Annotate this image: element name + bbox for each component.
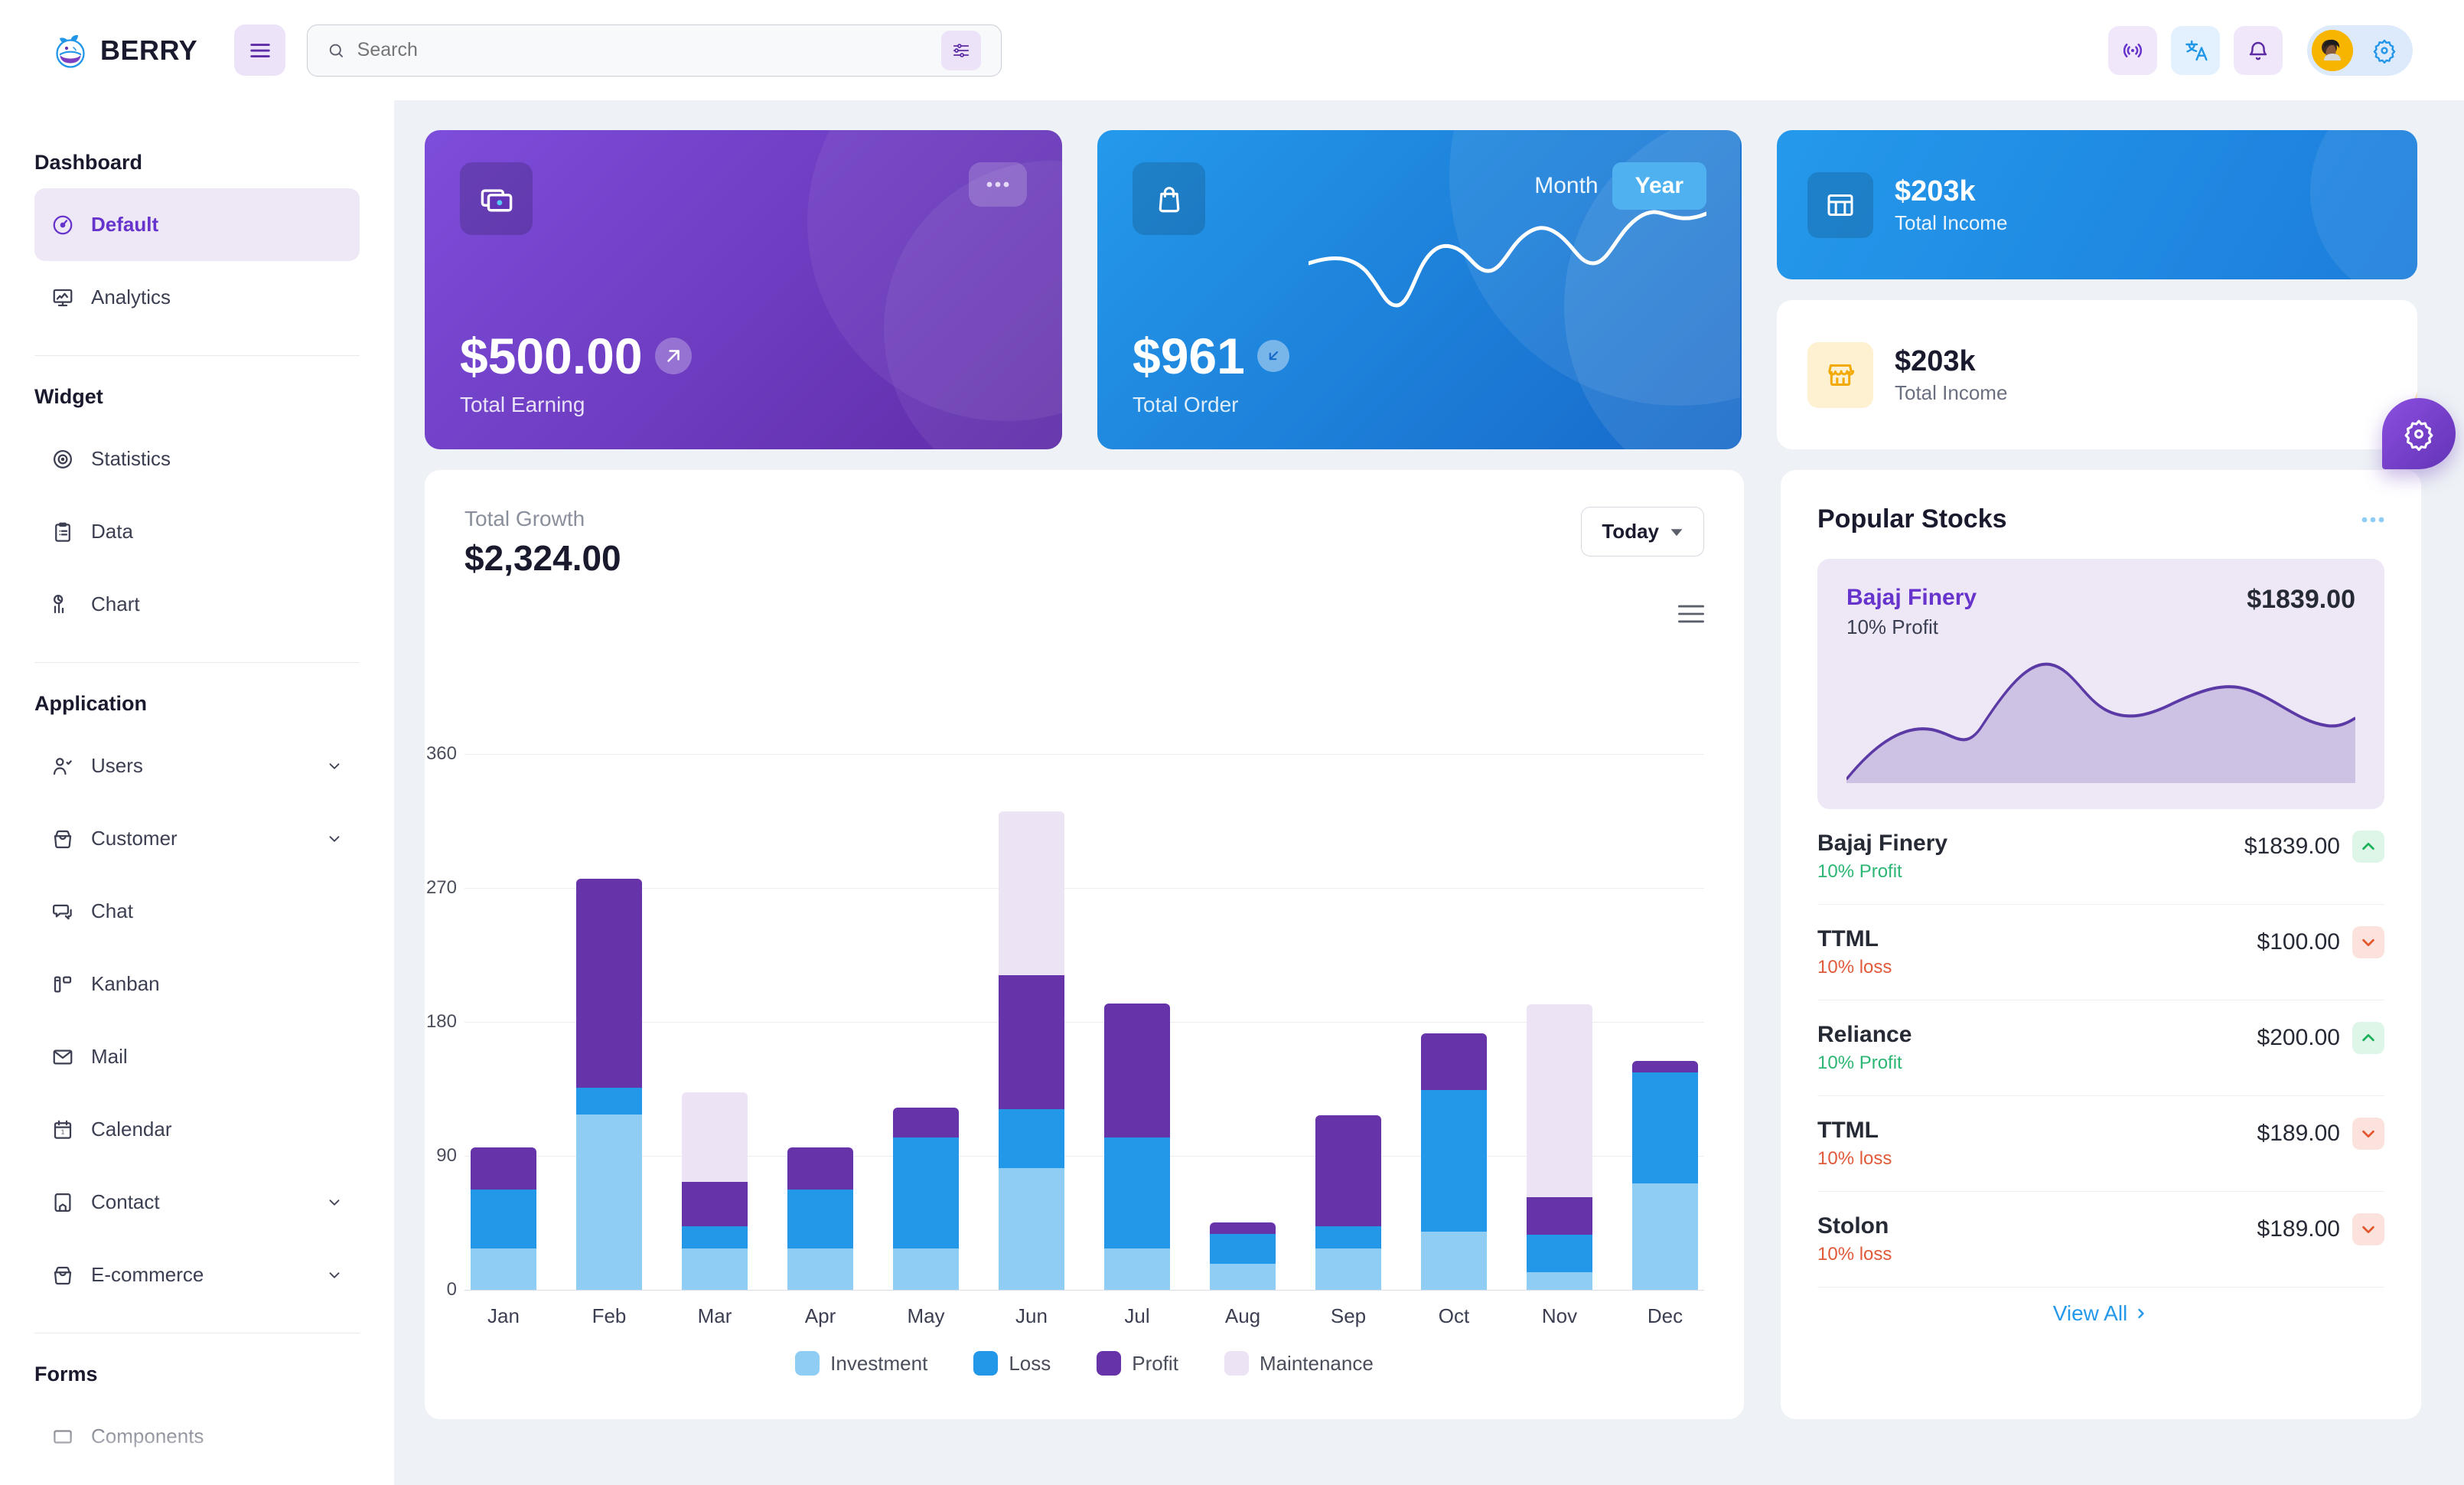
- svg-text:1: 1: [61, 1128, 65, 1135]
